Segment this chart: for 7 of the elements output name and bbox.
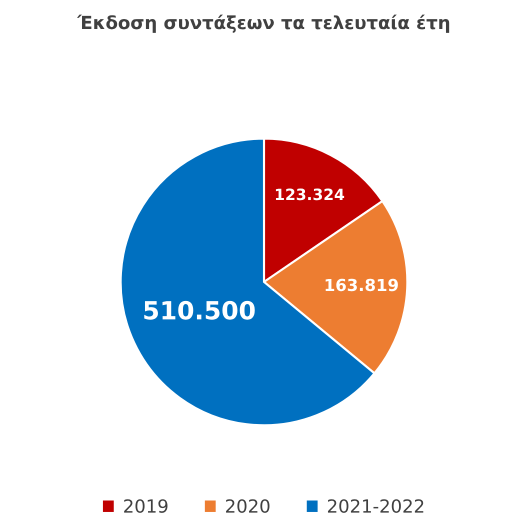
data-label: 123.324 [276, 188, 344, 200]
legend-label: 2019 [124, 499, 168, 513]
legend-label: 2021-2022 [328, 499, 424, 513]
data-label: 510.500 [144, 300, 255, 320]
data-label: 163.819 [326, 278, 398, 292]
chart-title: Έκδοση συντάξεων τα τελευταία έτη [77, 14, 450, 33]
legend-label: 2020 [226, 499, 270, 513]
